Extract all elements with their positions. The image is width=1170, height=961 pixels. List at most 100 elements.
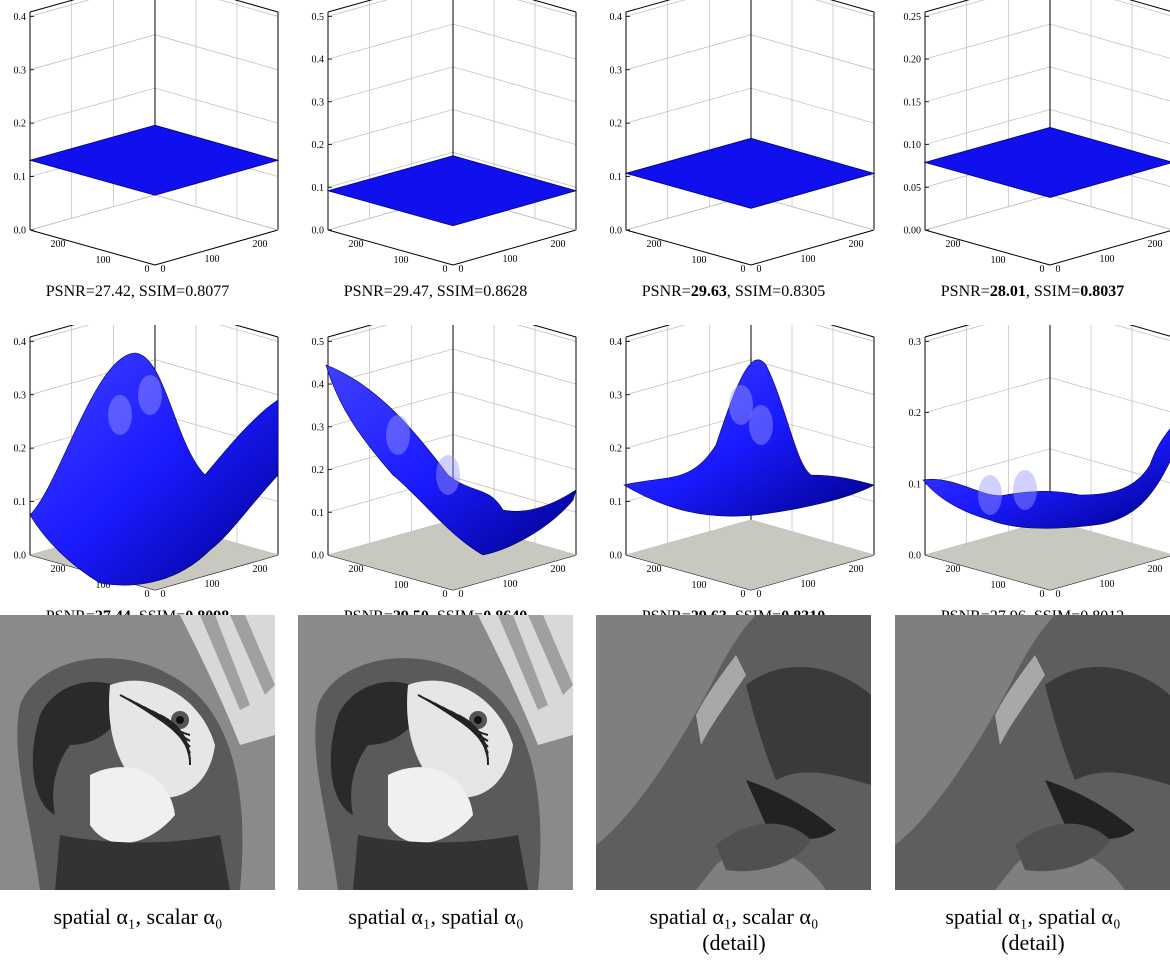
- z-tick-label: 0.25: [904, 12, 922, 23]
- caption-text: , SSIM=0.8305: [726, 283, 826, 300]
- x-tick-label: 0: [741, 264, 746, 272]
- x-tick-label: 100: [394, 580, 409, 591]
- flat-surface: [923, 127, 1170, 198]
- caption-line: spatial α₁, spatial α₀: [348, 904, 524, 929]
- flat-surface: [28, 124, 280, 196]
- x-tick-label: 0: [145, 264, 150, 272]
- y-tick-label: 0: [161, 264, 166, 272]
- y-tick-label: 100: [205, 579, 220, 590]
- y-tick-label: 0: [757, 264, 762, 272]
- y-tick-label: 0: [161, 589, 166, 597]
- alpha-spatial-plot-3: 0.40.30.20.10.020010000100200PSNR=29.63,…: [596, 325, 875, 625]
- image-caption: spatial α₁, spatial α₀: [286, 904, 586, 930]
- x-tick-label: 200: [51, 564, 66, 575]
- x-tick-label: 200: [946, 564, 961, 575]
- y-tick-label: 200: [551, 564, 566, 575]
- metrics-caption: PSNR=29.63, SSIM=0.8305: [596, 283, 871, 301]
- alpha-spatial-plot-2: 0.50.40.30.20.10.020010000100200PSNR=29.…: [298, 325, 577, 625]
- z-tick-label: 0.1: [610, 497, 623, 508]
- image-caption: spatial α₁, scalar α₀ (detail): [584, 904, 884, 956]
- surface-mesh: [29, 352, 279, 586]
- z-tick-label: 0.3: [610, 65, 623, 76]
- x-tick-label: 200: [349, 564, 364, 575]
- surface-mesh: [922, 428, 1170, 529]
- z-tick-label: 0.3: [14, 390, 27, 401]
- caption-line: spatial α₁, scalar α₀: [53, 904, 223, 929]
- surface-plot-3d: 0.5 0.4 0.3 0.2 0.1 0.0 200 100 0 0 100 200: [312, 0, 578, 272]
- x-tick-label: 200: [647, 564, 662, 575]
- z-tick-label: 0.4: [14, 337, 27, 348]
- metrics-caption: PSNR=28.01, SSIM=0.8037: [895, 283, 1170, 301]
- x-tick-label: 0: [145, 589, 150, 597]
- z-tick-label: 0.4: [610, 337, 623, 348]
- z-tick-label: 0.0: [14, 226, 27, 237]
- x-tick-label: 200: [349, 239, 364, 250]
- surface-plot-3d: 0.5 0.4 0.3 0.2 0.1 0.0 200 100 0 0 100 200: [312, 325, 577, 597]
- best-value: 0.8037: [1080, 283, 1125, 300]
- z-tick-label: 0.1: [14, 497, 27, 508]
- surface-mesh: [325, 364, 577, 556]
- surface-plot-3d: 0.4 0.3 0.2 0.1 0.0 200 100 0 0 100 200: [610, 0, 876, 272]
- z-tick-label: 0.2: [312, 140, 325, 151]
- z-tick-label: 0.0: [909, 551, 922, 562]
- z-tick-label: 0.1: [610, 172, 623, 183]
- z-tick-label: 0.2: [909, 408, 922, 419]
- x-tick-label: 100: [96, 580, 111, 591]
- z-tick-label: 0.1: [312, 508, 325, 519]
- metrics-caption: PSNR=27.42, SSIM=0.8077: [0, 283, 275, 301]
- y-tick-label: 0: [757, 589, 762, 597]
- caption-text: PSNR=: [940, 283, 990, 300]
- flat-surface: [326, 155, 578, 227]
- z-tick-label: 0.0: [14, 551, 27, 562]
- x-tick-label: 0: [1040, 589, 1045, 597]
- x-tick-label: 0: [1040, 264, 1045, 272]
- z-tick-label: 0.4: [312, 380, 325, 391]
- x-tick-label: 0: [443, 589, 448, 597]
- z-tick-label: 0.1: [312, 183, 325, 194]
- surface-mesh: [623, 359, 875, 517]
- best-value: 29.63: [690, 283, 727, 300]
- flat-surface: [624, 137, 876, 209]
- caption-line-detail: (detail): [702, 930, 766, 955]
- z-tick-label: 0.4: [312, 55, 325, 66]
- y-tick-label: 100: [503, 254, 518, 265]
- parrot-image: [0, 615, 275, 890]
- z-tick-label: 0.5: [312, 12, 325, 23]
- y-tick-label: 100: [205, 254, 220, 265]
- x-tick-label: 100: [394, 255, 409, 266]
- caption-line: spatial α₁, scalar α₀: [649, 904, 819, 929]
- z-tick-label: 0.2: [14, 444, 27, 455]
- z-tick-label: 0.4: [14, 12, 27, 23]
- image-caption: spatial α₁, scalar α₀: [0, 904, 288, 930]
- x-tick-label: 100: [96, 255, 111, 266]
- y-tick-label: 100: [503, 579, 518, 590]
- z-tick-label: 0.3: [312, 97, 325, 108]
- z-tick-label: 0.2: [312, 465, 325, 476]
- y-tick-label: 200: [253, 564, 268, 575]
- x-tick-label: 100: [692, 580, 707, 591]
- metrics-caption: PSNR=29.47, SSIM=0.8628: [298, 283, 573, 301]
- x-tick-label: 200: [647, 239, 662, 250]
- z-tick-label: 0.3: [909, 337, 922, 348]
- caption-text: PSNR=27.42, SSIM=0.8077: [45, 283, 230, 300]
- best-value: 28.01: [989, 283, 1026, 300]
- x-tick-label: 200: [946, 239, 961, 250]
- z-tick-label: 0.0: [610, 551, 623, 562]
- caption-line: spatial α₁, spatial α₀: [945, 904, 1121, 929]
- z-tick-label: 0.3: [610, 390, 623, 401]
- z-tick-label: 0.3: [14, 65, 27, 76]
- y-tick-label: 100: [1100, 579, 1115, 590]
- x-tick-label: 100: [991, 580, 1006, 591]
- y-tick-label: 200: [849, 564, 864, 575]
- alpha-scalar-plot-3: 0.4 0.3 0.2 0.1 0.0 200 100 0 0 100 200 PSNR=29.63,…: [596, 0, 876, 300]
- z-tick-label: 0.10: [904, 140, 922, 151]
- z-tick-label: 0.00: [904, 226, 922, 237]
- x-tick-label: 100: [991, 255, 1006, 266]
- y-tick-label: 200: [849, 239, 864, 250]
- surface-plot-3d: 0.25 0.20 0.15 0.10 0.05 0.00 200 100 0 0 100 200: [904, 0, 1170, 272]
- reconstructed-image-4: [895, 615, 1170, 890]
- z-tick-label: 0.1: [14, 172, 27, 183]
- caption-text: PSNR=: [641, 283, 691, 300]
- surface-plot-3d: 0.4 0.3 0.2 0.1 0.0 200 100 0 0 100 200: [14, 325, 279, 597]
